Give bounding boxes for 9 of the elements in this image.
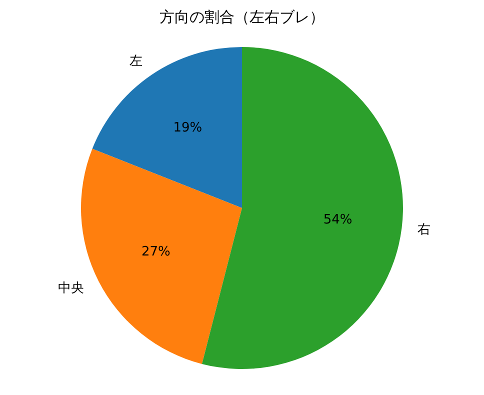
pie-slice — [202, 47, 403, 369]
data-label: 54% — [323, 212, 352, 228]
pie-slice — [92, 47, 242, 208]
slice-label: 中央 — [58, 280, 84, 296]
slice-label: 左 — [129, 54, 142, 70]
data-label: 27% — [141, 244, 170, 260]
chart-title: 方向の割合（左右ブレ） — [160, 8, 324, 26]
data-label: 19% — [173, 120, 202, 136]
slice-label: 右 — [418, 222, 431, 238]
